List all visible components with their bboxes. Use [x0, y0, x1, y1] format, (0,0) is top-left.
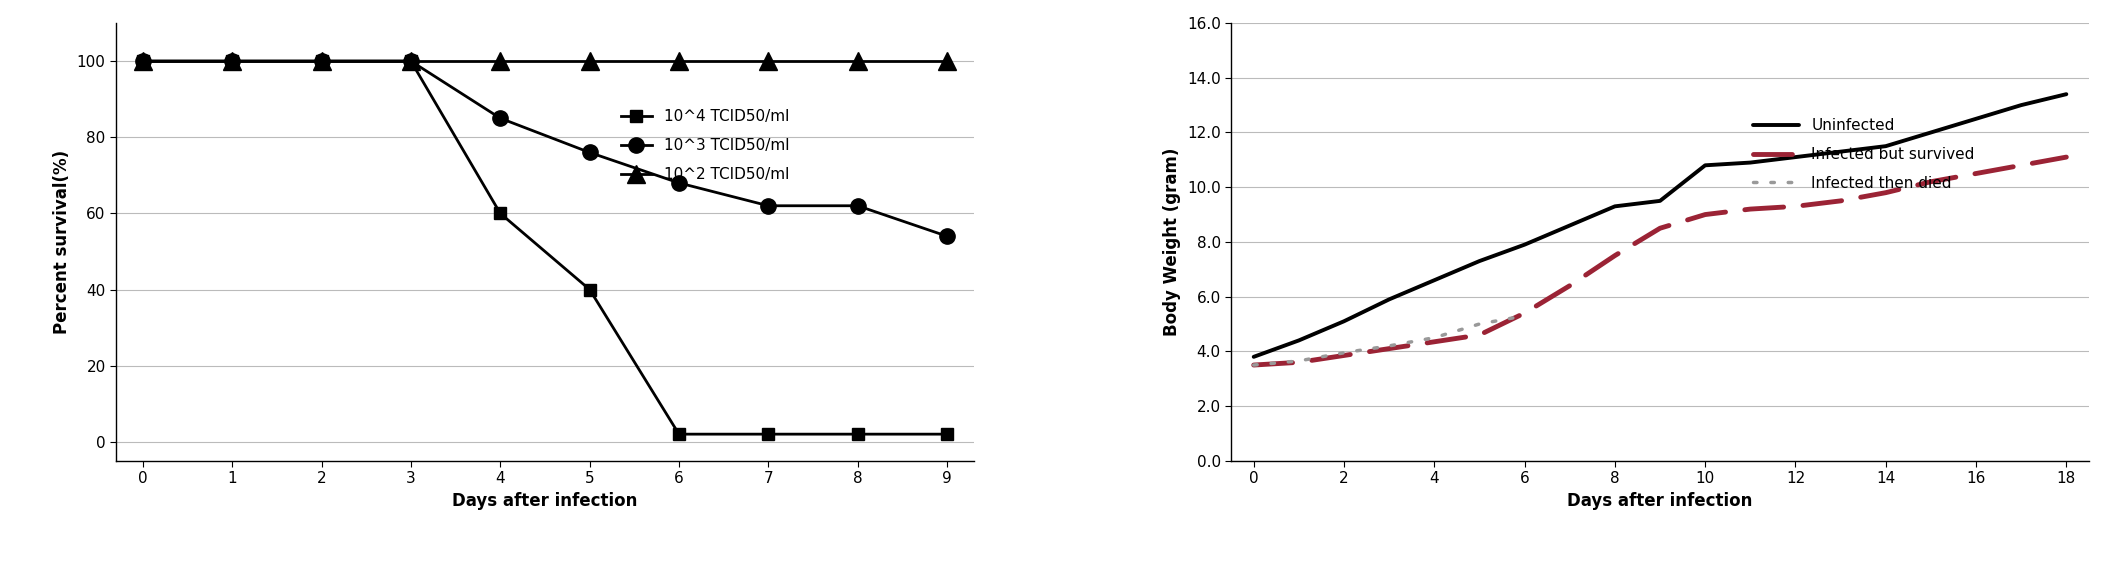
Legend: 10^4 TCID50/ml, 10^3 TCID50/ml, 10^2 TCID50/ml: 10^4 TCID50/ml, 10^3 TCID50/ml, 10^2 TCI…	[620, 109, 789, 182]
X-axis label: Days after infection: Days after infection	[1568, 492, 1753, 510]
Legend: Uninfected, Infected but survived, Infected then died: Uninfected, Infected but survived, Infec…	[1753, 118, 1975, 191]
Y-axis label: Body Weight (gram): Body Weight (gram)	[1163, 147, 1182, 336]
X-axis label: Days after infection: Days after infection	[452, 492, 637, 510]
Y-axis label: Percent survival(%): Percent survival(%)	[53, 150, 72, 334]
